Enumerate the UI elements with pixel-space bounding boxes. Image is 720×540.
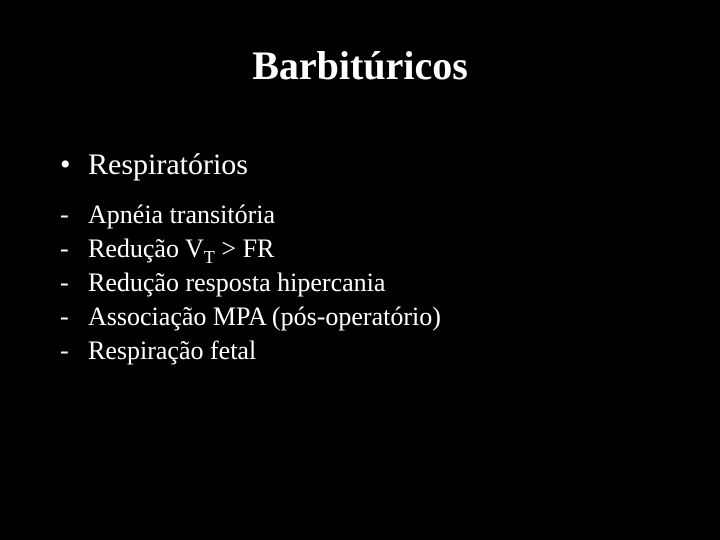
level2-item: - Respiração fetal: [60, 336, 680, 366]
bullet-dash-icon: -: [60, 268, 88, 298]
level2-list: - Apnéia transitória - Redução VT > FR -…: [60, 200, 680, 366]
bullet-dash-icon: -: [60, 234, 88, 264]
slide: Barbitúricos • Respiratórios - Apnéia tr…: [0, 0, 720, 540]
bullet-dash-icon: -: [60, 200, 88, 230]
level2-text: Respiração fetal: [88, 336, 256, 366]
bullet-dash-icon: -: [60, 302, 88, 332]
bullet-dot-icon: •: [60, 148, 88, 182]
slide-content: • Respiratórios - Apnéia transitória - R…: [60, 148, 680, 370]
level1-item: • Respiratórios: [60, 148, 680, 182]
level2-text: Redução VT > FR: [88, 234, 274, 264]
slide-title: Barbitúricos: [0, 42, 720, 89]
level2-item: - Associação MPA (pós-operatório): [60, 302, 680, 332]
level2-text: Redução resposta hipercania: [88, 268, 385, 298]
level2-item: - Redução VT > FR: [60, 234, 680, 264]
bullet-dash-icon: -: [60, 336, 88, 366]
level1-text: Respiratórios: [88, 148, 248, 182]
level2-text: Associação MPA (pós-operatório): [88, 302, 441, 332]
level2-item: - Apnéia transitória: [60, 200, 680, 230]
level1-list: • Respiratórios: [60, 148, 680, 182]
level2-item: - Redução resposta hipercania: [60, 268, 680, 298]
level2-text: Apnéia transitória: [88, 200, 275, 230]
